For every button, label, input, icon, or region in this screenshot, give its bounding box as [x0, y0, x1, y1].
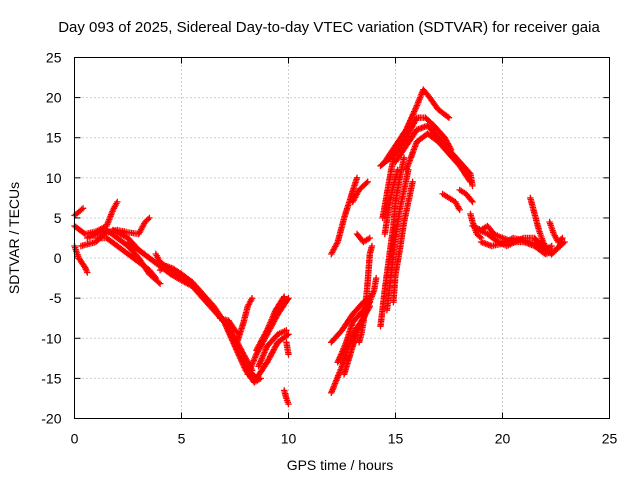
chart-title: Day 093 of 2025, Sidereal Day-to-day VTE… — [58, 19, 600, 36]
y-tick-label: 25 — [46, 50, 62, 66]
series-track-23 — [328, 174, 361, 258]
data-point-markers — [377, 154, 408, 330]
data-point-markers — [548, 238, 568, 258]
series-track-1 — [71, 205, 87, 219]
y-tick-label: -5 — [49, 290, 62, 306]
data-point-markers — [383, 166, 412, 314]
data-point-markers — [255, 327, 290, 370]
data-point-markers — [233, 295, 256, 346]
series-track-37 — [456, 186, 476, 206]
series-track-6 — [92, 234, 159, 282]
data-point-markers — [527, 194, 555, 258]
series-track-29 — [390, 178, 416, 306]
data-point-markers — [546, 218, 566, 246]
series-track-28 — [383, 166, 412, 314]
series-track-18 — [281, 387, 292, 408]
x-tick-label: 20 — [495, 431, 511, 447]
data-point-markers — [71, 205, 87, 219]
data-point-markers — [381, 86, 453, 165]
y-tick-label: 0 — [54, 250, 62, 266]
y-tick-label: 10 — [46, 170, 62, 186]
y-tick-label: -20 — [41, 411, 61, 427]
series-track-36 — [439, 190, 463, 214]
data-point-markers — [456, 186, 476, 206]
data-point-markers — [355, 242, 376, 346]
data-point-markers — [283, 339, 292, 358]
series-track-30 — [381, 166, 401, 238]
series-track-26 — [355, 242, 376, 346]
y-tick-label: 5 — [54, 210, 62, 226]
y-axis-label: SDTVAR / TECUs — [6, 182, 22, 294]
x-tick-label: 0 — [71, 431, 79, 447]
x-axis-label: GPS time / hours — [287, 457, 394, 473]
series-track-16 — [255, 327, 290, 370]
series-track-27 — [377, 154, 408, 330]
series-track-43 — [546, 218, 566, 246]
data-point-markers — [349, 178, 371, 206]
series-track-35 — [403, 130, 474, 185]
plot-area — [71, 86, 568, 408]
data-point-markers — [390, 178, 416, 306]
series-track-44 — [548, 238, 568, 258]
y-tick-label: -10 — [41, 330, 61, 346]
data-point-markers — [281, 387, 292, 408]
series-track-17 — [283, 339, 292, 358]
data-point-markers — [253, 293, 288, 354]
y-tick-label: -15 — [41, 370, 61, 386]
series-track-33 — [377, 114, 455, 169]
x-tick-label: 5 — [178, 431, 186, 447]
data-point-markers — [152, 250, 185, 279]
series-track-32 — [381, 86, 453, 165]
data-point-markers — [381, 166, 401, 238]
data-point-markers — [377, 114, 455, 169]
data-point-markers — [403, 130, 474, 185]
data-point-markers — [353, 230, 373, 246]
x-tick-label: 15 — [388, 431, 404, 447]
data-point-markers — [238, 331, 292, 382]
y-tick-label: 20 — [46, 90, 62, 106]
x-tick-labels: 0 5 10 15 20 25 — [71, 431, 618, 447]
series-track-13 — [238, 331, 292, 382]
plot-frame — [74, 57, 610, 419]
x-tick-label: 10 — [281, 431, 297, 447]
data-point-markers — [328, 174, 361, 258]
y-tick-labels: -20 -15 -10 -5 0 5 10 15 20 25 — [41, 50, 61, 427]
x-tick-label: 25 — [602, 431, 618, 447]
series-track-15 — [253, 293, 288, 354]
series-track-24 — [349, 178, 371, 206]
series-track-25 — [353, 230, 373, 246]
y-tick-label: 15 — [46, 130, 62, 146]
series-track-42 — [527, 194, 555, 258]
data-point-markers — [92, 234, 159, 282]
data-point-markers — [439, 190, 463, 214]
series-track-10 — [152, 250, 185, 279]
series-track-12 — [233, 295, 256, 346]
